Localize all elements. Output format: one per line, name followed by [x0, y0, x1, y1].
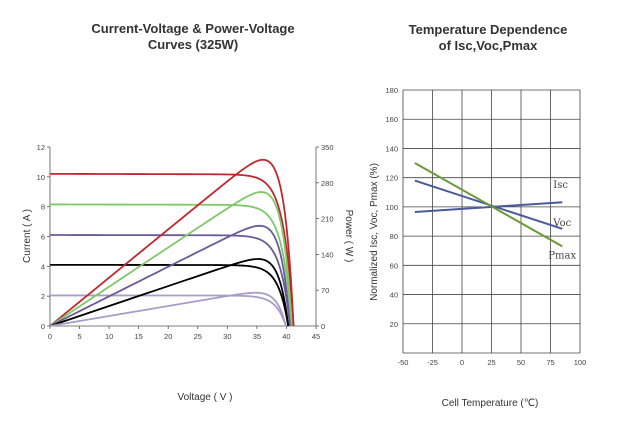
- pv-curve: [49, 158, 295, 327]
- temperature-chart: Temperature Dependence of Isc,Voc,Pmax -…: [369, 22, 586, 409]
- temp-y-tick-label: 100: [385, 203, 398, 212]
- iv-y-tick-label: 6: [41, 233, 45, 242]
- iv-curve: [49, 203, 293, 327]
- temp-y-tick-label: 160: [385, 115, 398, 124]
- iv-chart-y-label: Current ( A ): [22, 209, 33, 263]
- iv-y2-tick-label: 140: [321, 250, 334, 259]
- pv-curve: [49, 191, 293, 327]
- temp-chart-x-label: Cell Temperature (℃): [442, 398, 539, 409]
- iv-chart-series: [49, 158, 295, 327]
- iv-y-tick-label: 12: [37, 143, 45, 152]
- temp-chart-ticks: -50 -25 0 25 50 75 100 20 40 60 80 100 120 140 160 180: [385, 86, 586, 367]
- iv-curve: [49, 294, 287, 327]
- iv-chart-ticks: 0 5 10 15 20 25 30 35 40 450246810120701402102803…: [37, 143, 334, 341]
- iv-x-tick-label: 40: [282, 332, 290, 341]
- iv-chart-title-line-1: Current-Voltage & Power-Voltage: [91, 21, 294, 36]
- iv-x-tick-label: 35: [253, 332, 261, 341]
- temp-chart-title-line-2: of Isc,Voc,Pmax: [439, 38, 539, 53]
- iv-y2-tick-label: 350: [321, 143, 334, 152]
- iv-x-tick-label: 45: [312, 332, 320, 341]
- temp-x-tick-label: -50: [398, 358, 409, 367]
- iv-x-tick-label: 0: [48, 332, 52, 341]
- temp-y-tick-label: 180: [385, 86, 398, 95]
- iv-x-tick-label: 5: [77, 332, 81, 341]
- iv-y-tick-label: 2: [41, 292, 45, 301]
- iv-chart-x-label: Voltage ( V ): [177, 392, 232, 403]
- temp-x-tick-label: 25: [487, 358, 495, 367]
- iv-y2-tick-label: 0: [321, 322, 325, 331]
- iv-y-tick-label: 4: [41, 262, 45, 271]
- temp-chart-y-label: Normalized Isc, Voc, Pmax (%): [369, 163, 380, 301]
- temp-chart-title-line-1: Temperature Dependence: [409, 22, 568, 37]
- iv-x-tick-label: 15: [134, 332, 142, 341]
- iv-x-tick-label: 10: [105, 332, 113, 341]
- pv-curve: [49, 258, 290, 327]
- iv-y2-tick-label: 280: [321, 179, 334, 188]
- iv-x-tick-label: 20: [164, 332, 172, 341]
- temp-x-tick-label: 75: [546, 358, 554, 367]
- temp-x-tick-label: -25: [427, 358, 438, 367]
- temp-y-tick-label: 120: [385, 174, 398, 183]
- iv-chart-title-line-2: Curves (325W): [148, 37, 238, 52]
- temp-series-line-pmax: [414, 162, 563, 248]
- iv-curve: [49, 172, 295, 327]
- iv-chart-y2-label: Power ( W ): [343, 210, 354, 263]
- temp-y-tick-label: 40: [390, 291, 398, 300]
- iv-y-tick-label: 10: [37, 173, 45, 182]
- temp-x-tick-label: 50: [517, 358, 525, 367]
- temp-y-tick-label: 140: [385, 144, 398, 153]
- temp-chart-grid: [402, 89, 581, 354]
- temp-y-tick-label: 60: [390, 261, 398, 270]
- iv-curve: [49, 263, 290, 327]
- iv-y2-tick-label: 70: [321, 286, 329, 295]
- temp-y-tick-label: 80: [390, 232, 398, 241]
- temp-x-tick-label: 0: [460, 358, 464, 367]
- iv-x-tick-label: 30: [223, 332, 231, 341]
- temp-x-tick-label: 100: [574, 358, 587, 367]
- temp-series-line-isc: [414, 201, 563, 214]
- pv-curve: [49, 291, 287, 327]
- temp-series-label-isc: Isc: [553, 180, 568, 191]
- iv-curve: [49, 234, 291, 327]
- iv-y-tick-label: 8: [41, 203, 45, 212]
- temp-y-tick-label: 20: [390, 320, 398, 329]
- temp-series-label-voc: Voc: [552, 218, 571, 229]
- iv-y-tick-label: 0: [41, 322, 45, 331]
- iv-pv-chart: Current-Voltage & Power-Voltage Curves (…: [22, 21, 354, 403]
- temp-series-label-pmax: Pmax: [548, 250, 576, 261]
- iv-y2-tick-label: 210: [321, 215, 334, 224]
- pv-curve: [49, 224, 291, 327]
- iv-x-tick-label: 25: [194, 332, 202, 341]
- temp-chart-series: Isc Voc Pmax: [414, 162, 576, 261]
